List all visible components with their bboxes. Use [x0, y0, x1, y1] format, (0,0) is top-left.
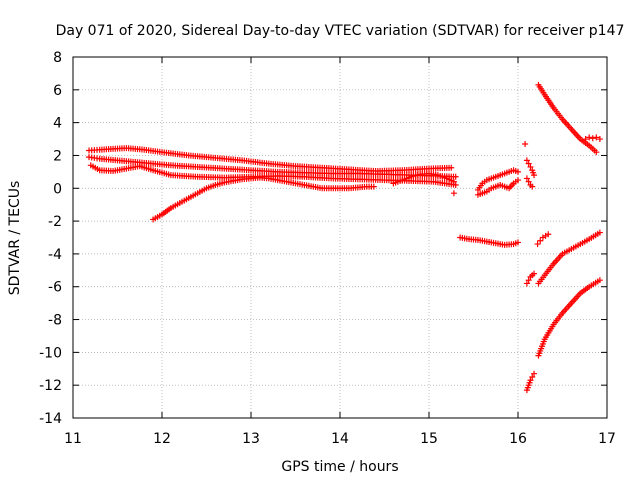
tick-marks	[72, 56, 608, 419]
x-tick-label: 13	[242, 431, 260, 447]
grid	[73, 57, 607, 418]
x-tick-label: 14	[331, 431, 349, 447]
x-tick-label: 11	[64, 431, 82, 447]
y-tick-label: -12	[39, 378, 62, 394]
data-point	[537, 237, 544, 244]
x-tick-label: 15	[420, 431, 438, 447]
y-tick-label: -2	[48, 214, 62, 230]
series-11	[523, 175, 536, 190]
data-points	[86, 81, 603, 394]
data-point	[515, 168, 521, 175]
data-point	[515, 239, 521, 246]
y-tick-label: -8	[48, 313, 62, 329]
y-tick-label: 8	[53, 50, 62, 66]
y-tick-label: -14	[39, 411, 62, 427]
y-tick-label: 2	[53, 148, 62, 164]
series-9	[522, 140, 529, 147]
series-5	[450, 190, 457, 197]
series-8	[474, 177, 521, 198]
x-tick-labels: 11 12 13 14 15 16 17	[64, 431, 616, 447]
series-18	[535, 277, 603, 359]
data-point	[531, 172, 538, 179]
x-tick-label: 17	[598, 431, 616, 447]
series-6	[457, 234, 521, 248]
data-point	[527, 377, 534, 384]
series-3	[150, 174, 377, 223]
data-point	[531, 270, 538, 277]
data-point	[450, 190, 457, 197]
data-point	[515, 177, 521, 184]
data-point	[596, 277, 603, 284]
data-point	[596, 229, 603, 236]
series-17	[535, 229, 603, 287]
y-tick-label: -10	[39, 345, 62, 361]
data-point	[522, 140, 529, 147]
data-point	[593, 149, 600, 156]
data-point	[582, 136, 589, 143]
data-point	[589, 135, 596, 142]
data-point	[593, 134, 600, 141]
series-10	[523, 157, 538, 179]
data-point	[586, 134, 593, 141]
series-16	[582, 134, 603, 143]
y-tick-label: -4	[48, 247, 62, 263]
series-0	[86, 145, 455, 175]
data-point	[523, 157, 530, 164]
chart-title: Day 071 of 2020, Sidereal Day-to-day VTE…	[56, 23, 625, 39]
y-tick-label: 6	[53, 83, 62, 99]
series-7	[474, 167, 521, 193]
data-point	[523, 280, 530, 287]
series-15	[535, 81, 600, 156]
y-axis-label: SDTVAR / TECUs	[7, 181, 23, 296]
data-point	[534, 241, 541, 248]
x-tick-label: 16	[509, 431, 527, 447]
x-axis-label: GPS time / hours	[281, 459, 398, 475]
data-point	[527, 163, 534, 170]
data-point	[452, 181, 459, 188]
data-point	[545, 231, 552, 238]
series-13	[523, 370, 538, 394]
series-1	[86, 154, 459, 180]
data-point	[523, 175, 530, 182]
series-14	[534, 231, 552, 248]
x-tick-label: 12	[153, 431, 171, 447]
data-point	[450, 178, 457, 185]
data-point	[525, 277, 532, 284]
data-point	[370, 183, 377, 190]
series-4	[390, 170, 457, 187]
data-point	[531, 370, 538, 377]
data-point	[448, 164, 455, 171]
y-tick-label: 4	[53, 116, 62, 132]
series-12	[523, 270, 538, 287]
y-tick-label: 0	[53, 181, 62, 197]
data-point	[529, 373, 536, 380]
data-point	[525, 178, 532, 185]
data-point	[452, 173, 459, 180]
y-tick-labels: 8 6 4 2 0 -2 -4 -6 -8 -10 -12 -14	[39, 50, 62, 427]
data-point	[596, 136, 603, 143]
y-tick-label: -6	[48, 280, 62, 296]
data-point	[525, 160, 532, 167]
data-point	[529, 183, 536, 190]
